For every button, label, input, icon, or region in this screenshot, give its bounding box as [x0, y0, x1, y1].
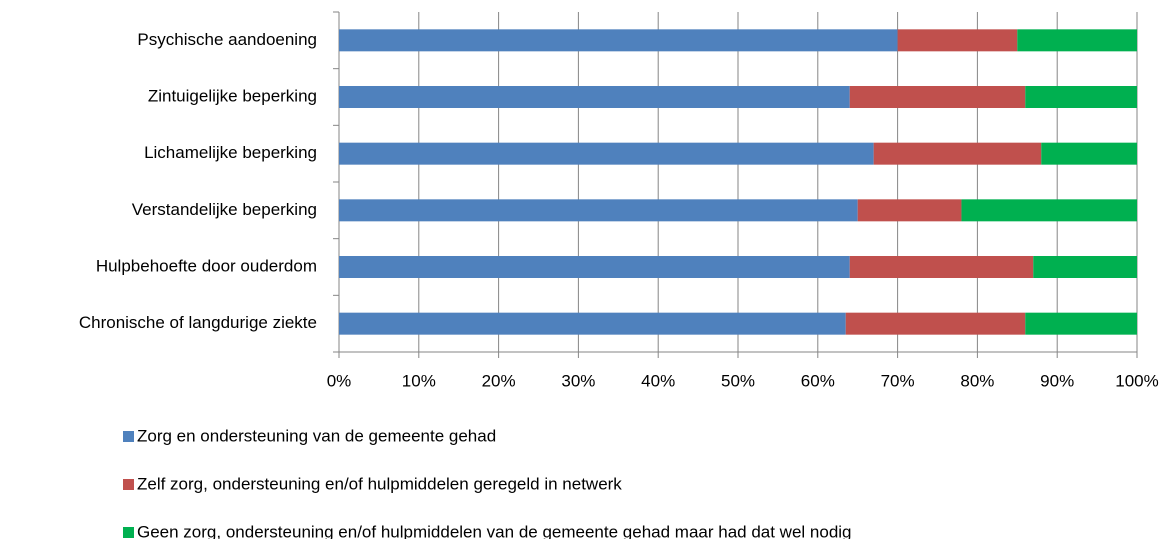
- y-tick-label: Lichamelijke beperking: [144, 143, 317, 162]
- x-tick-label: 30%: [561, 371, 595, 390]
- bar-segment: [845, 312, 1026, 335]
- bar-segment: [849, 256, 1034, 278]
- bar-segment: [897, 29, 1018, 52]
- bar-segment: [339, 256, 850, 278]
- bar-segment: [961, 199, 1137, 222]
- x-tick-label: 50%: [721, 371, 755, 390]
- x-tick-label: 40%: [641, 371, 675, 390]
- legend-label: Zelf zorg, ondersteuning en/of hulpmidde…: [137, 474, 622, 493]
- y-tick-label: Psychische aandoening: [137, 30, 317, 49]
- legend-swatch: [123, 431, 134, 442]
- x-tick-label: 0%: [327, 371, 352, 390]
- x-tick-label: 90%: [1040, 371, 1074, 390]
- bar-segment: [1017, 29, 1137, 52]
- x-tick-label: 10%: [402, 371, 436, 390]
- legend-label: Zorg en ondersteuning van de gemeente ge…: [137, 426, 496, 445]
- bar-segment: [1041, 142, 1137, 165]
- bar-segment: [339, 312, 846, 335]
- bar-segment: [339, 29, 898, 52]
- y-tick-label: Chronische of langdurige ziekte: [79, 313, 317, 332]
- x-tick-label: 100%: [1115, 371, 1158, 390]
- bar-segment: [873, 142, 1042, 165]
- bar-segment: [339, 199, 858, 222]
- bar-segment: [857, 199, 962, 222]
- x-tick-label: 20%: [482, 371, 516, 390]
- x-tick-label: 80%: [960, 371, 994, 390]
- bar-segment: [849, 86, 1026, 108]
- bar-segment: [1025, 312, 1137, 335]
- bar-segment: [1033, 256, 1137, 278]
- y-tick-label: Zintuigelijke beperking: [148, 86, 317, 105]
- x-tick-label: 70%: [881, 371, 915, 390]
- bar-segment: [339, 142, 874, 165]
- y-tick-label: Verstandelijke beperking: [132, 200, 317, 219]
- legend-swatch: [123, 479, 134, 490]
- legend-label: Geen zorg, ondersteuning en/of hulpmidde…: [137, 522, 852, 539]
- bar-segment: [339, 86, 850, 108]
- x-tick-label: 60%: [801, 371, 835, 390]
- y-tick-label: Hulpbehoefte door ouderdom: [96, 256, 317, 275]
- legend-swatch: [123, 527, 134, 538]
- bar-segment: [1025, 86, 1137, 108]
